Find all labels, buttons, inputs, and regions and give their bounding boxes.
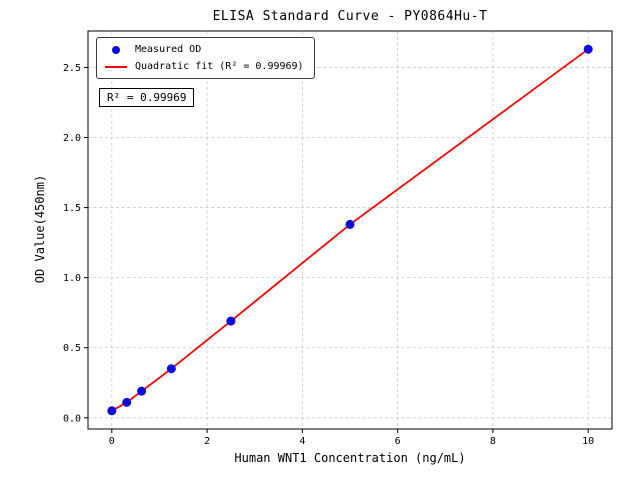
- legend: Measured OD Quadratic fit (R² = 0.99969): [96, 37, 315, 79]
- legend-marker-cell: [104, 65, 128, 68]
- legend-entry-quadratic-fit: Quadratic fit (R² = 0.99969): [104, 61, 304, 72]
- svg-text:6: 6: [395, 436, 401, 447]
- svg-text:2.0: 2.0: [63, 133, 81, 144]
- svg-text:0.0: 0.0: [63, 413, 81, 424]
- r-squared-annotation: R² = 0.99969: [99, 88, 195, 107]
- svg-text:1.0: 1.0: [63, 273, 81, 284]
- legend-label-measured-od: Measured OD: [135, 44, 202, 55]
- legend-label-quadratic-fit: Quadratic fit (R² = 0.99969): [135, 61, 304, 72]
- svg-text:2: 2: [204, 436, 210, 447]
- x-axis-label: Human WNT1 Concentration (ng/mL): [234, 451, 466, 465]
- svg-text:1.5: 1.5: [63, 203, 81, 214]
- svg-text:4: 4: [299, 436, 305, 447]
- svg-text:0: 0: [109, 436, 115, 447]
- svg-text:2.5: 2.5: [63, 63, 81, 74]
- y-axis-label: OD Value(450nm): [33, 174, 47, 284]
- line-marker-icon: [105, 65, 127, 68]
- svg-text:0.5: 0.5: [63, 343, 81, 354]
- chart-title: ELISA Standard Curve - PY0864Hu-T: [212, 9, 488, 24]
- svg-text:8: 8: [490, 436, 496, 447]
- legend-marker-cell: [104, 45, 128, 54]
- svg-text:10: 10: [582, 436, 594, 447]
- legend-entry-measured-od: Measured OD: [104, 44, 304, 55]
- scatter-marker-icon: [112, 45, 120, 54]
